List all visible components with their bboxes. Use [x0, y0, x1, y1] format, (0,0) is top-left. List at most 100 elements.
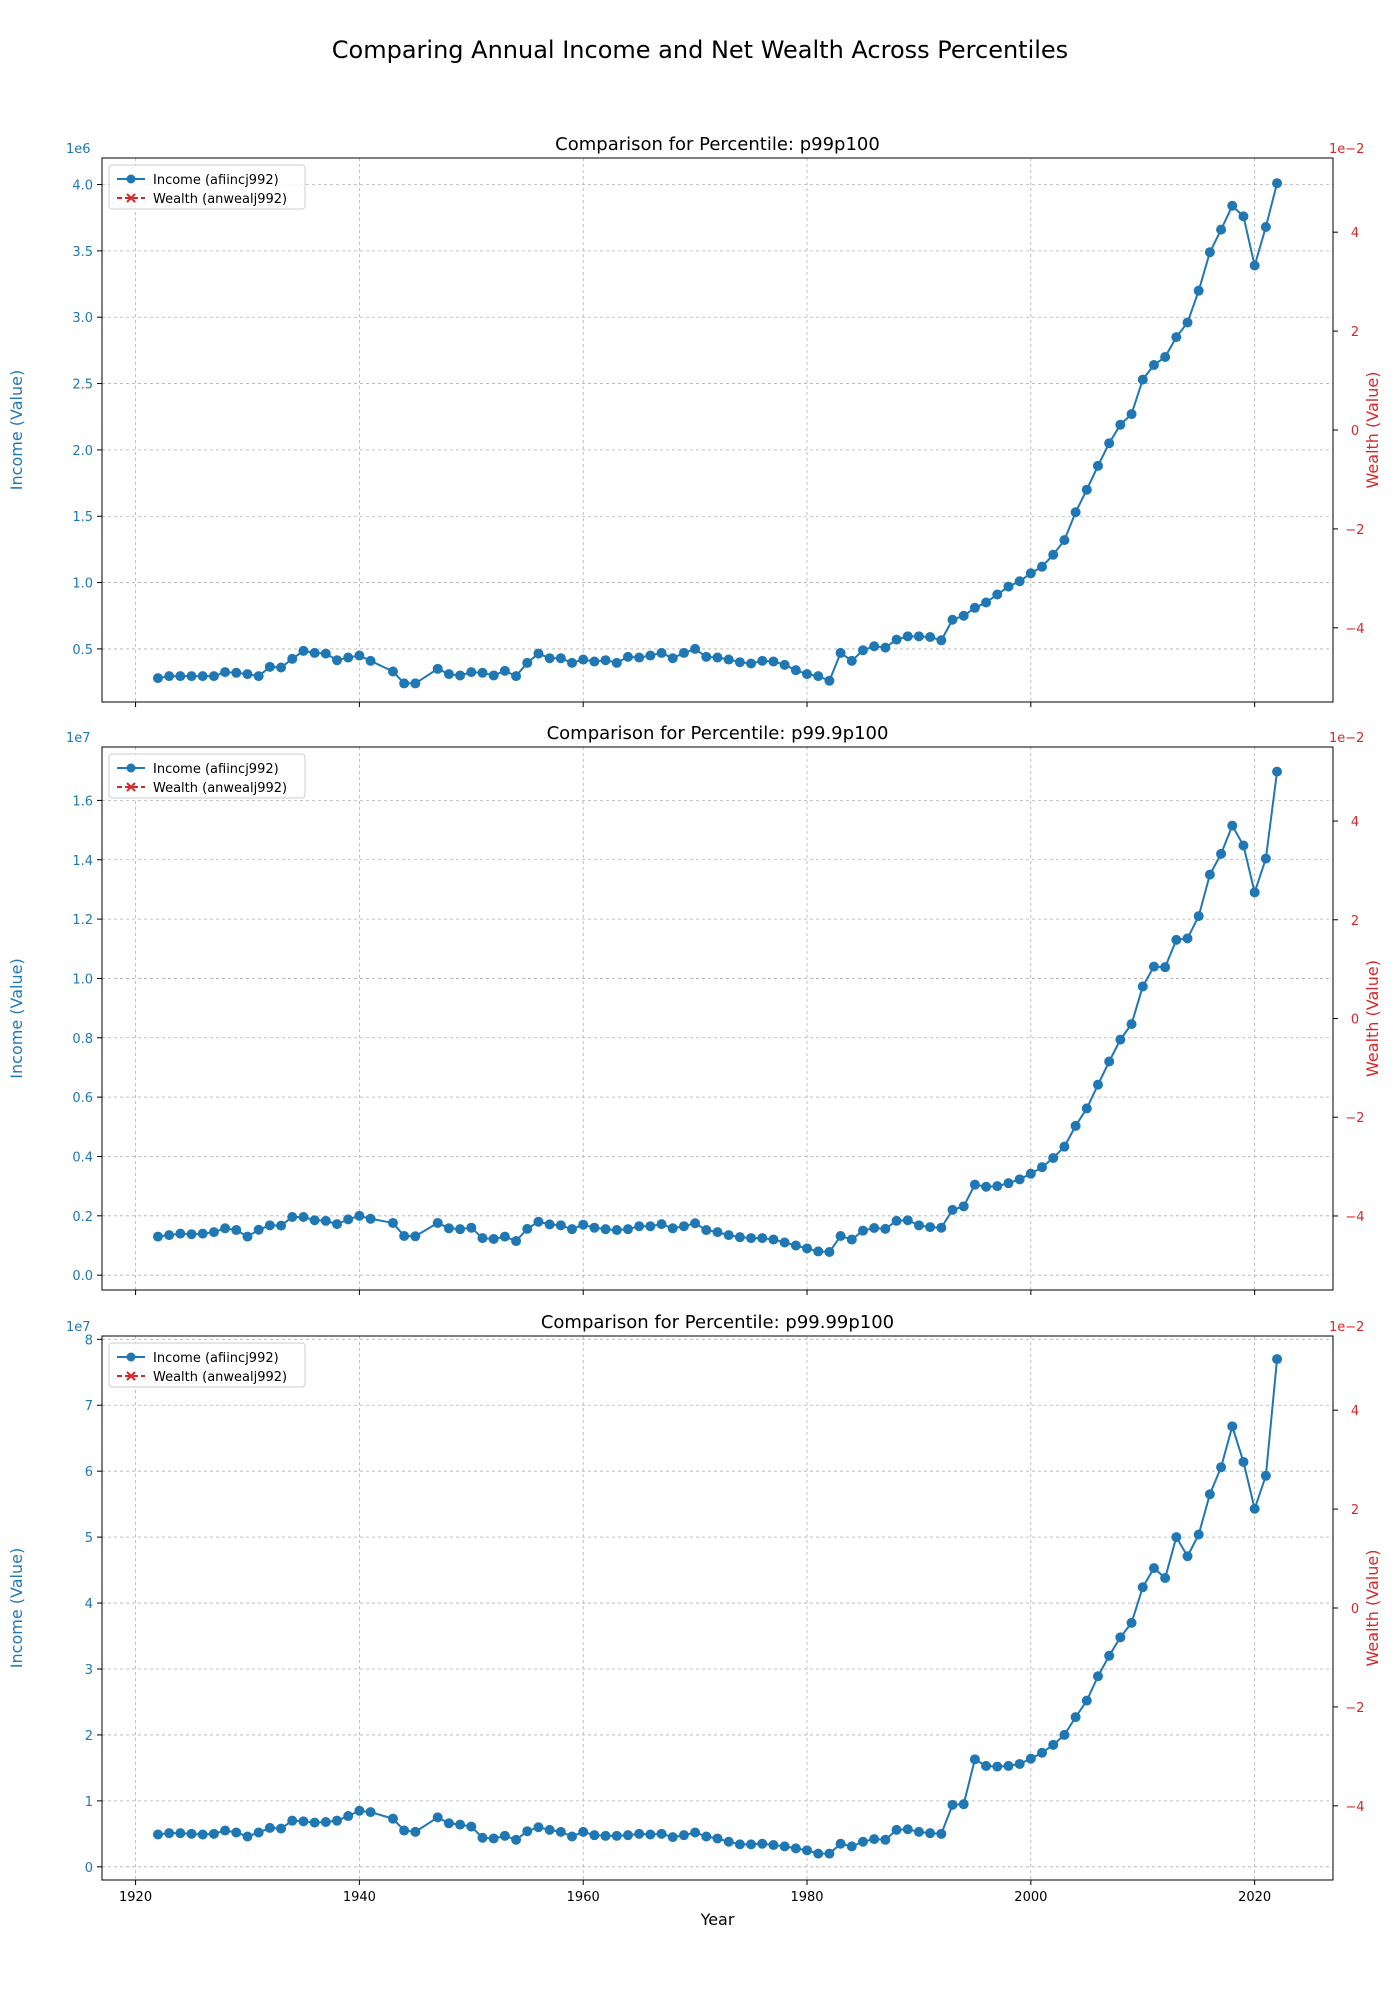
data-point: [869, 641, 880, 652]
data-point: [667, 653, 678, 664]
data-point: [992, 1181, 1003, 1192]
data-point: [1025, 1753, 1036, 1764]
data-point: [723, 1836, 734, 1847]
data-point: [701, 1225, 712, 1236]
data-point: [499, 1231, 510, 1242]
data-point: [1059, 535, 1070, 546]
data-point: [869, 1222, 880, 1233]
data-point: [813, 1848, 824, 1859]
data-point: [690, 643, 701, 654]
data-point: [544, 1824, 555, 1835]
data-point: [1137, 981, 1148, 992]
data-point: [1249, 887, 1260, 898]
data-point: [701, 1831, 712, 1842]
data-point: [1171, 934, 1182, 945]
data-point: [645, 1221, 656, 1232]
data-point: [779, 1841, 790, 1852]
data-point: [1003, 1760, 1014, 1771]
data-point: [320, 1215, 331, 1226]
data-point: [298, 645, 309, 656]
y-tick-label: 1.2: [72, 913, 93, 928]
y2-tick-label: −2: [1345, 1701, 1364, 1716]
data-point: [511, 1236, 522, 1247]
y2-tick-label: 2: [1351, 914, 1359, 929]
data-point: [1037, 561, 1048, 572]
data-point: [992, 1761, 1003, 1772]
data-point: [320, 1816, 331, 1827]
y-tick-label: 7: [85, 1399, 93, 1414]
data-point: [186, 1229, 197, 1240]
data-point: [589, 1222, 600, 1233]
data-point: [1260, 221, 1271, 232]
data-point: [723, 654, 734, 665]
data-point: [701, 651, 712, 662]
data-point: [1059, 1729, 1070, 1740]
data-point: [857, 1225, 868, 1236]
data-point: [611, 1830, 622, 1841]
y2-tick-label: −4: [1345, 1800, 1364, 1815]
data-point: [992, 589, 1003, 600]
panel-title: Comparison for Percentile: p99p100: [555, 134, 880, 155]
data-point: [1092, 460, 1103, 471]
data-point: [768, 1234, 779, 1245]
data-point: [544, 653, 555, 664]
chart-panel-1: 0.5 1.0 1.5 2.0 2.5 3.0 3.5 4.0 1e6 −4 −2 0 2 4 1e−2 Co…: [7, 134, 1382, 707]
legend-box: [108, 1342, 306, 1388]
data-point: [824, 675, 835, 686]
data-point: [298, 1212, 309, 1223]
data-point: [242, 1831, 253, 1842]
data-point: [365, 1213, 376, 1224]
data-point: [197, 671, 208, 682]
y-tick-label: 6: [85, 1465, 93, 1480]
data-point: [287, 1212, 298, 1223]
data-point: [589, 656, 600, 667]
legend-income-marker: [126, 174, 136, 184]
data-point: [1227, 820, 1238, 831]
data-point: [1003, 1178, 1014, 1189]
legend: Income (afiincj992) Wealth (anwealj992): [108, 753, 306, 799]
y-tick-label: 0.8: [72, 1032, 93, 1047]
data-point: [175, 671, 186, 682]
data-point: [387, 1217, 398, 1228]
y2-axis-multiplier: 1e−2: [1329, 142, 1364, 157]
data-point: [1115, 1034, 1126, 1045]
data-point: [231, 667, 242, 678]
data-point: [857, 645, 868, 656]
y2-tick-label: 0: [1351, 1602, 1359, 1617]
data-point: [443, 1818, 454, 1829]
data-point: [1193, 1529, 1204, 1540]
data-point: [1025, 1168, 1036, 1179]
data-point: [757, 655, 768, 666]
y-tick-label: 0.2: [72, 1210, 93, 1225]
data-point: [208, 1227, 219, 1238]
y2-tick-label: −2: [1345, 1111, 1364, 1126]
data-point: [533, 1216, 544, 1227]
data-point: [488, 1833, 499, 1844]
data-point: [835, 1838, 846, 1849]
data-point: [622, 651, 633, 662]
data-point: [712, 1227, 723, 1238]
y2-tick-label: 0: [1351, 424, 1359, 439]
data-point: [276, 662, 287, 673]
data-point: [1126, 409, 1137, 420]
data-point: [1081, 1695, 1092, 1706]
data-point: [1204, 247, 1215, 258]
data-point: [1193, 911, 1204, 922]
data-point: [790, 665, 801, 676]
data-point: [1104, 1650, 1115, 1661]
data-point: [790, 1240, 801, 1251]
data-point: [690, 1218, 701, 1229]
data-point: [589, 1830, 600, 1841]
y2-tick-label: 0: [1351, 1013, 1359, 1028]
y2-tick-label: 2: [1351, 1503, 1359, 1518]
data-point: [276, 1823, 287, 1834]
data-point: [387, 1813, 398, 1824]
data-point: [264, 1822, 275, 1833]
data-point: [522, 1826, 533, 1837]
data-point: [1182, 933, 1193, 944]
data-point: [1260, 1470, 1271, 1481]
data-point: [1104, 1056, 1115, 1067]
data-point: [186, 1828, 197, 1839]
data-point: [175, 1228, 186, 1239]
